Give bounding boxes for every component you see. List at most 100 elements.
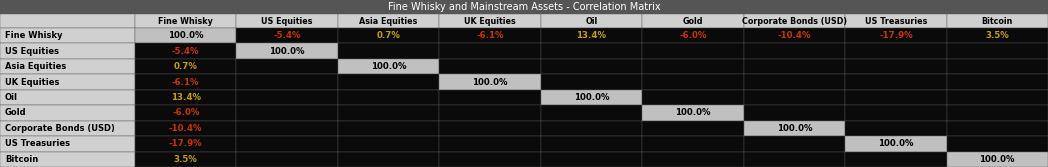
Bar (337, 136, 439, 152)
Bar (744, 28, 845, 43)
Bar (845, 136, 946, 152)
Text: UK Equities: UK Equities (464, 17, 516, 26)
Bar (135, 121, 237, 136)
Bar (642, 43, 744, 59)
Bar (337, 105, 439, 121)
Bar (237, 90, 337, 105)
Text: 3.5%: 3.5% (985, 31, 1009, 40)
Text: Asia Equities: Asia Equities (5, 62, 66, 71)
Text: 0.7%: 0.7% (376, 31, 400, 40)
Bar (337, 59, 439, 74)
Bar (0, 74, 135, 90)
Text: Corporate Bonds (USD): Corporate Bonds (USD) (742, 17, 847, 26)
Bar (946, 152, 1048, 167)
Text: Asia Equities: Asia Equities (359, 17, 418, 26)
Bar (845, 14, 946, 28)
Bar (135, 74, 237, 90)
Text: UK Equities: UK Equities (5, 77, 60, 87)
Bar (135, 43, 237, 59)
Text: US Equities: US Equities (261, 17, 313, 26)
Bar (541, 136, 642, 152)
Bar (642, 90, 744, 105)
Text: Fine Whisky: Fine Whisky (158, 17, 213, 26)
Bar (541, 121, 642, 136)
Bar (541, 152, 642, 167)
Bar (0, 121, 135, 136)
Bar (744, 152, 845, 167)
Text: 100.0%: 100.0% (168, 31, 203, 40)
Bar (237, 121, 337, 136)
Bar (744, 43, 845, 59)
Text: Corporate Bonds (USD): Corporate Bonds (USD) (5, 124, 115, 133)
Text: Gold: Gold (682, 17, 703, 26)
Bar (642, 74, 744, 90)
Text: -6.0%: -6.0% (679, 31, 706, 40)
Text: -17.9%: -17.9% (879, 31, 913, 40)
Bar (845, 105, 946, 121)
Bar (845, 59, 946, 74)
Bar (541, 74, 642, 90)
Bar (642, 152, 744, 167)
Text: 100.0%: 100.0% (573, 93, 609, 102)
Text: US Treasuries: US Treasuries (5, 139, 70, 148)
Bar (135, 136, 237, 152)
Bar (135, 105, 237, 121)
Bar (237, 136, 337, 152)
Bar (337, 14, 439, 28)
Bar (946, 43, 1048, 59)
Bar (337, 152, 439, 167)
Bar (0, 59, 135, 74)
Text: -6.0%: -6.0% (172, 108, 199, 117)
Bar (337, 121, 439, 136)
Text: Bitcoin: Bitcoin (5, 155, 38, 164)
Bar (135, 59, 237, 74)
Bar (0, 105, 135, 121)
Text: Fine Whisky and Mainstream Assets - Correlation Matrix: Fine Whisky and Mainstream Assets - Corr… (388, 2, 660, 12)
Bar (135, 90, 237, 105)
Bar (845, 74, 946, 90)
Bar (439, 136, 541, 152)
Bar (337, 28, 439, 43)
Bar (237, 28, 337, 43)
Bar (946, 105, 1048, 121)
Text: Bitcoin: Bitcoin (982, 17, 1013, 26)
Text: 100.0%: 100.0% (473, 77, 508, 87)
Bar (845, 121, 946, 136)
Bar (337, 74, 439, 90)
Bar (0, 28, 135, 43)
Bar (642, 59, 744, 74)
Bar (642, 121, 744, 136)
Bar (845, 28, 946, 43)
Text: US Treasuries: US Treasuries (865, 17, 927, 26)
Text: 100.0%: 100.0% (269, 47, 305, 56)
Text: US Equities: US Equities (5, 47, 59, 56)
Bar (541, 59, 642, 74)
Bar (0, 14, 135, 28)
Bar (946, 74, 1048, 90)
Bar (237, 152, 337, 167)
Bar (744, 74, 845, 90)
Bar (642, 105, 744, 121)
Bar (237, 43, 337, 59)
Text: 0.7%: 0.7% (174, 62, 198, 71)
Bar (845, 90, 946, 105)
Text: 100.0%: 100.0% (980, 155, 1016, 164)
Text: 3.5%: 3.5% (174, 155, 198, 164)
Text: -6.1%: -6.1% (172, 77, 199, 87)
Bar (541, 14, 642, 28)
Bar (0, 43, 135, 59)
Bar (946, 121, 1048, 136)
Bar (237, 74, 337, 90)
Bar (237, 59, 337, 74)
Text: 13.4%: 13.4% (171, 93, 201, 102)
Bar (439, 90, 541, 105)
Bar (744, 14, 845, 28)
Text: -10.4%: -10.4% (778, 31, 811, 40)
Text: Gold: Gold (5, 108, 26, 117)
Bar (0, 136, 135, 152)
Text: -5.4%: -5.4% (274, 31, 301, 40)
Bar (439, 28, 541, 43)
Bar (237, 14, 337, 28)
Bar (541, 43, 642, 59)
Bar (642, 136, 744, 152)
